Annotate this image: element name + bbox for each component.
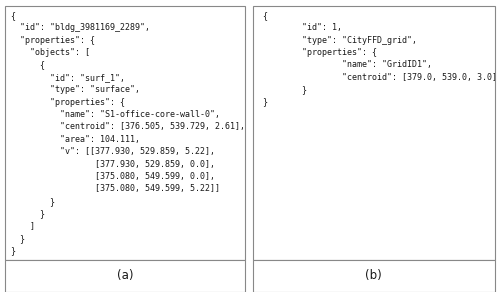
Text: ]: ]	[10, 221, 35, 230]
Text: "properties": {: "properties": {	[10, 98, 125, 107]
Text: "type": "CityFFD_grid",: "type": "CityFFD_grid",	[262, 36, 417, 45]
Text: "type": "surface",: "type": "surface",	[10, 85, 140, 94]
Text: {: {	[10, 60, 45, 69]
Text: "v": [[377.930, 529.859, 5.22],: "v": [[377.930, 529.859, 5.22],	[10, 147, 215, 156]
Text: {: {	[10, 11, 15, 20]
Text: "area": 104.111,: "area": 104.111,	[10, 135, 140, 144]
Text: "properties": {: "properties": {	[262, 48, 377, 57]
Text: [375.080, 549.599, 5.22]]: [375.080, 549.599, 5.22]]	[10, 184, 220, 193]
Text: {: {	[262, 11, 267, 20]
Text: }: }	[10, 234, 25, 243]
Text: "centroid": [379.0, 539.0, 3.0]: "centroid": [379.0, 539.0, 3.0]	[262, 73, 497, 82]
Text: [377.930, 529.859, 0.0],: [377.930, 529.859, 0.0],	[10, 159, 215, 168]
Text: }: }	[262, 85, 307, 94]
Text: "id": "surf_1",: "id": "surf_1",	[10, 73, 125, 82]
Text: "id": "bldg_3981169_2289",: "id": "bldg_3981169_2289",	[10, 23, 150, 32]
Text: [375.080, 549.599, 0.0],: [375.080, 549.599, 0.0],	[10, 172, 215, 181]
Text: "objects": [: "objects": [	[10, 48, 90, 57]
Text: }: }	[10, 197, 55, 206]
Text: "name": "S1-office-core-wall-0",: "name": "S1-office-core-wall-0",	[10, 110, 220, 119]
Text: "name": "GridID1",: "name": "GridID1",	[262, 60, 432, 69]
Text: "id": 1,: "id": 1,	[262, 23, 342, 32]
Text: }: }	[10, 209, 45, 218]
Text: "properties": {: "properties": {	[10, 36, 95, 45]
Text: "centroid": [376.505, 539.729, 2.61],: "centroid": [376.505, 539.729, 2.61],	[10, 122, 245, 131]
Text: }: }	[10, 246, 15, 255]
Text: (a): (a)	[117, 270, 133, 282]
Text: (b): (b)	[366, 270, 382, 282]
Text: }: }	[262, 98, 267, 107]
